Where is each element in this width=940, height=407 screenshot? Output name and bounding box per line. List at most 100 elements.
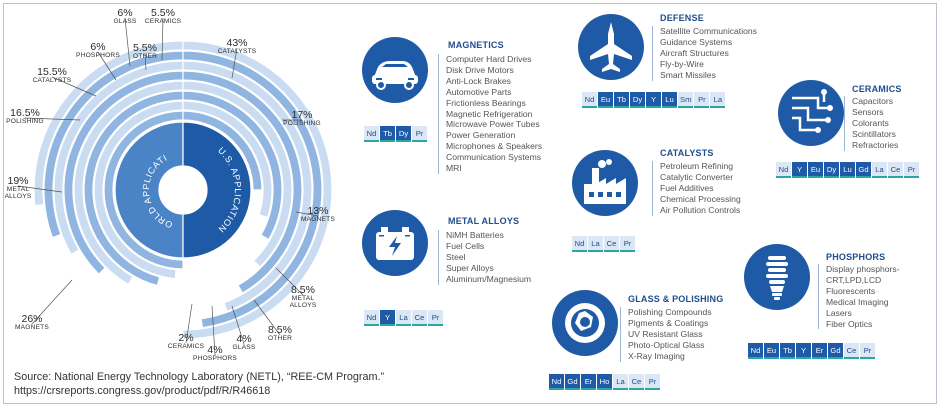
wheel-label: 43% CATALYSTS: [214, 37, 260, 56]
element-tile: Nd: [364, 126, 379, 142]
element-tile: Lu: [662, 92, 677, 108]
element-tile: Ce: [629, 374, 644, 390]
wheel-label-category: OTHER: [267, 335, 293, 343]
wheel-label-percent: 19%: [7, 175, 29, 187]
element-tile: Y: [380, 310, 395, 326]
list-item: Power Generation: [446, 130, 516, 141]
list-item: Steel: [446, 251, 466, 262]
wheel-label: 6% PHOSPHORS: [75, 41, 121, 60]
leader-line: [31, 279, 73, 325]
list-item: Air Pollution Controls: [660, 204, 741, 215]
wheel-label-percent: 16.5%: [10, 107, 40, 119]
list-defense: Satellite Communications Guidance System…: [652, 26, 757, 81]
section-title-metal-alloys: METAL ALLOYS: [448, 216, 520, 226]
leader-line: [275, 267, 304, 296]
list-metal-alloys: NiMH Batteries Fuel Cells Steel Super Al…: [438, 230, 531, 285]
element-tile: Y: [646, 92, 661, 108]
element-tile: Tb: [380, 126, 395, 142]
wheel-label: 4% PHOSPHORS: [192, 344, 238, 363]
wheel-label: 17% POLISHING: [279, 109, 325, 128]
list-item: Chemical Processing: [660, 193, 741, 204]
element-tile: Er: [812, 343, 827, 359]
source-url: https://crsreports.congress.gov/product/…: [14, 385, 271, 397]
us-ring-segment: [182, 80, 293, 268]
section-title-phosphors: PHOSPHORS: [826, 252, 886, 262]
element-tile: Ce: [844, 343, 859, 359]
wheel-label-category: CATALYSTS: [32, 77, 72, 85]
element-tile: Tb: [780, 343, 795, 359]
source-note: Source: National Energy Technology Labor…: [14, 370, 384, 398]
wheel-label-category: POLISHING: [6, 118, 44, 126]
list-item: Pigments & Coatings: [628, 317, 709, 328]
wheel-label: 4% GLASS: [221, 333, 267, 352]
wheel-label-category: GLASS: [232, 344, 256, 352]
element-tile: Nd: [582, 92, 597, 108]
wheel-label-category: MAGNETS: [14, 324, 49, 332]
wheel-label-category: OTHER: [132, 53, 158, 61]
wheel-label: 5.5% CERAMICS: [140, 7, 186, 26]
figure-frame: [3, 3, 937, 404]
list-magnetics: Computer Hard Drives Disk Drive Motors A…: [438, 54, 542, 174]
element-tile: Dy: [824, 162, 839, 178]
leader-line: [185, 303, 193, 344]
list-item: Photo-Optical Glass: [628, 339, 705, 350]
wheel-label-category: CERAMICS: [167, 343, 205, 351]
list-glass-polishing: Polishing Compounds Pigments & Coatings …: [620, 307, 712, 362]
list-item: MRI: [446, 163, 462, 174]
list-item: X-Ray Imaging: [628, 350, 685, 361]
element-tile: Nd: [364, 310, 379, 326]
us-ring-segment: [182, 70, 303, 294]
element-tile: Pr: [428, 310, 443, 326]
application-wheel: U.S. APPLICATIONWORLD APPLICATION: [0, 0, 333, 356]
element-tile: La: [613, 374, 628, 390]
list-item: CRT,LPD,LCD: [826, 274, 882, 285]
element-tile: Gd: [856, 162, 871, 178]
list-ceramics: Capacitors Sensors Colorants Scintillato…: [844, 96, 898, 151]
wheel-label-category: CERAMICS: [144, 18, 182, 26]
leader-line: [161, 17, 164, 61]
wheel-label-category: POLISHING: [283, 120, 321, 128]
list-item: Aluminum/Magnesium: [446, 273, 532, 284]
wheel-label: 8.5% METAL ALLOYS: [280, 284, 326, 310]
leader-line: [17, 185, 63, 193]
list-item: Sensors: [852, 106, 884, 117]
wheel-label-category: GLASS: [113, 18, 137, 26]
list-item: Microphones & Speakers: [446, 141, 543, 152]
element-tile: Dy: [396, 126, 411, 142]
wheel-label-percent: 6%: [117, 7, 133, 19]
list-item: Fiber Optics: [826, 318, 873, 329]
list-item: Capacitors: [852, 96, 894, 106]
elements-catalysts: Nd La Ce Pr: [572, 236, 635, 252]
element-tile: Eu: [808, 162, 823, 178]
leader-line: [295, 211, 319, 217]
wheel-label-percent: 17%: [291, 109, 313, 121]
list-item: Scintillators: [852, 128, 896, 139]
element-tile: Pr: [904, 162, 919, 178]
us-ring-segment: [182, 40, 333, 340]
list-item: Fuel Additives: [660, 182, 714, 193]
list-item: Communication Systems: [446, 152, 542, 163]
list-phosphors: Display phosphors- CRT,LPD,LCD Fluoresce…: [818, 264, 900, 330]
leader-line: [231, 47, 238, 79]
wheel-label: 2% CERAMICS: [163, 332, 209, 351]
leader-line: [231, 305, 245, 345]
section-title-glass-polishing: GLASS & POLISHING: [628, 294, 724, 304]
wheel-label-category: PHOSPHORS: [76, 52, 120, 60]
list-catalysts: Petroleum Refining Catalytic Converter F…: [652, 161, 741, 216]
wheel-label: 15.5% CATALYSTS: [29, 66, 75, 85]
list-item: Anti-Lock Brakes: [446, 75, 511, 86]
leader-line: [253, 299, 281, 336]
element-tile: Pr: [620, 236, 635, 252]
lightbulb-icon: [744, 244, 810, 310]
element-tile: Ho: [597, 374, 612, 390]
us-ring-segment: [182, 100, 273, 219]
element-tile: La: [588, 236, 603, 252]
wheel-label: 6% GLASS: [102, 7, 148, 26]
element-tile: La: [710, 92, 726, 108]
leader-line: [97, 51, 117, 81]
list-item: Smart Missiles: [660, 69, 716, 80]
list-item: Fluorescents: [826, 285, 876, 296]
list-item: Polishing Compounds: [628, 307, 712, 317]
us-ring-segment: [182, 110, 263, 191]
wheel-label-percent: 8.5%: [268, 324, 292, 336]
